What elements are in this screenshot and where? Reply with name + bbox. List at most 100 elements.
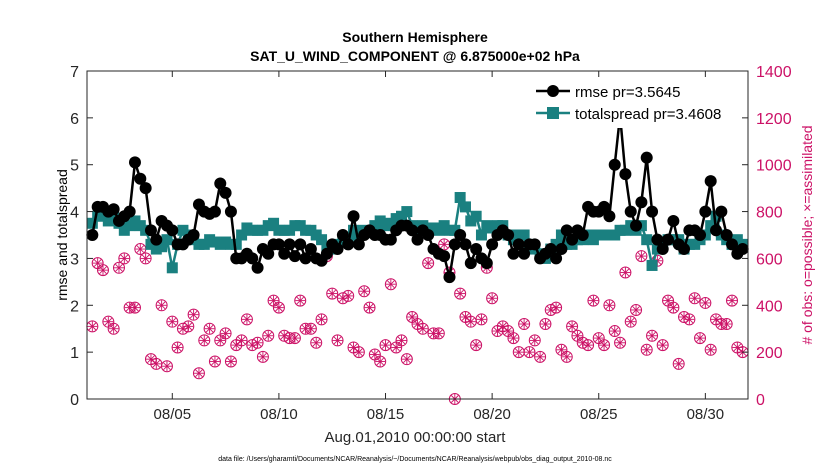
obs-asterisk-stroke <box>493 327 502 335</box>
rmse-point <box>576 229 589 241</box>
obs-possible-marker <box>112 261 125 274</box>
obs-assimilated-marker <box>620 267 631 278</box>
obs-marker <box>406 311 419 323</box>
obs-marker <box>134 243 147 256</box>
obs-asterisk-stroke <box>637 252 646 260</box>
obs-marker <box>96 264 109 277</box>
rmse-point <box>262 247 275 260</box>
left-tick-label: 2 <box>70 298 79 315</box>
obs-marker <box>107 322 120 335</box>
obs-possible-marker <box>486 292 499 305</box>
obs-asterisk-stroke <box>621 268 630 277</box>
obs-assimilated-marker <box>471 340 482 351</box>
totalspread-point <box>555 229 567 241</box>
obs-assimilated-marker <box>97 265 108 276</box>
obs-assimilated-marker <box>513 347 524 358</box>
obs-possible-marker <box>614 336 627 349</box>
obs-assimilated-marker <box>593 333 604 344</box>
right-tick-label: 200 <box>756 345 783 362</box>
obs-marker <box>539 318 552 331</box>
rmse-point <box>304 243 317 256</box>
obs-marker <box>251 336 264 349</box>
obs-marker <box>198 334 211 347</box>
obs-asterisk-stroke <box>488 294 496 303</box>
obs-asterisk-stroke <box>275 303 283 312</box>
obs-asterisk-stroke <box>371 350 379 359</box>
obs-assimilated-marker <box>604 300 615 311</box>
obs-possible-marker <box>315 313 328 326</box>
obs-assimilated-marker <box>215 335 226 346</box>
obs-asterisk-stroke <box>413 320 422 328</box>
obs-asterisk-stroke <box>205 324 214 333</box>
obs-asterisk-stroke <box>541 320 550 328</box>
obs-asterisk-stroke <box>722 320 731 328</box>
totalspread-point <box>550 238 562 250</box>
obs-assimilated-marker <box>199 335 210 346</box>
obs-assimilated-marker <box>439 239 450 250</box>
rmse-point <box>144 224 157 237</box>
obs-assimilated-marker <box>316 314 327 325</box>
obs-marker <box>400 353 413 366</box>
rmse-point <box>208 205 221 218</box>
obs-assimilated-marker <box>636 251 647 262</box>
obs-possible-marker <box>166 315 179 328</box>
obs-possible-marker <box>304 322 317 335</box>
obs-assimilated-marker <box>353 347 364 358</box>
rmse-point <box>219 186 232 199</box>
rmse-point <box>134 172 147 185</box>
obs-assimilated-marker <box>583 340 594 351</box>
rmse-point <box>715 205 728 218</box>
x-tick-label: 08/20 <box>473 406 511 423</box>
obs-assimilated-marker <box>332 335 343 346</box>
obs-asterisk-stroke <box>120 254 129 263</box>
obs-asterisk-stroke <box>403 355 411 363</box>
obs-marker <box>203 322 216 335</box>
rmse-point <box>555 243 568 256</box>
rmse-point <box>411 233 424 246</box>
obs-possible-marker <box>539 318 552 331</box>
obs-assimilated-marker <box>257 351 268 362</box>
obs-assimilated-marker <box>236 335 247 346</box>
obs-possible-marker <box>523 346 536 359</box>
obs-assimilated-marker <box>273 302 284 313</box>
rmse-point <box>512 238 525 251</box>
obs-marker <box>272 301 285 314</box>
legend-box <box>532 78 740 128</box>
rmse-point <box>187 229 200 241</box>
obs-asterisk-stroke <box>701 299 710 307</box>
obs-marker <box>139 252 152 265</box>
obs-possible-marker <box>171 341 184 354</box>
left-tick-label: 3 <box>70 251 79 268</box>
obs-possible-marker <box>704 343 717 356</box>
obs-asterisk-stroke <box>115 263 123 272</box>
obs-assimilated-marker <box>161 361 172 372</box>
obs-possible-marker <box>518 318 531 331</box>
obs-possible-marker <box>619 266 632 279</box>
obs-asterisk-stroke <box>157 301 166 310</box>
obs-asterisk-stroke <box>259 353 267 361</box>
obs-assimilated-marker <box>641 344 652 355</box>
obs-asterisk-stroke <box>456 289 464 298</box>
obs-assimilated-marker <box>359 286 370 297</box>
left-tick-label: 7 <box>70 64 79 81</box>
obs-possible-marker <box>288 332 301 345</box>
obs-assimilated-marker <box>508 333 519 344</box>
obs-assimilated-marker <box>561 351 572 362</box>
obs-assimilated-marker <box>588 295 599 306</box>
obs-marker <box>512 346 525 359</box>
left-axis-label: rmse and totalspread <box>54 169 70 301</box>
obs-possible-marker <box>139 252 152 265</box>
obs-asterisk-stroke <box>466 317 475 326</box>
obs-asterisk-stroke <box>589 296 598 305</box>
left-axis: 0 1 2 3 4 5 6 7 <box>70 64 93 409</box>
obs-possible-marker <box>187 308 200 321</box>
obs-asterisk-stroke <box>269 296 278 305</box>
obs-assimilated-marker <box>209 356 220 367</box>
rmse-point <box>251 261 264 274</box>
rmse-point <box>288 250 301 263</box>
x-tick-label: 08/05 <box>154 406 192 423</box>
right-axis-label: # of obs: o=possible; ×=assimilated <box>799 125 815 344</box>
obs-assimilated-marker <box>689 293 700 304</box>
obs-possible-marker <box>310 336 323 349</box>
obs-marker <box>304 322 317 335</box>
